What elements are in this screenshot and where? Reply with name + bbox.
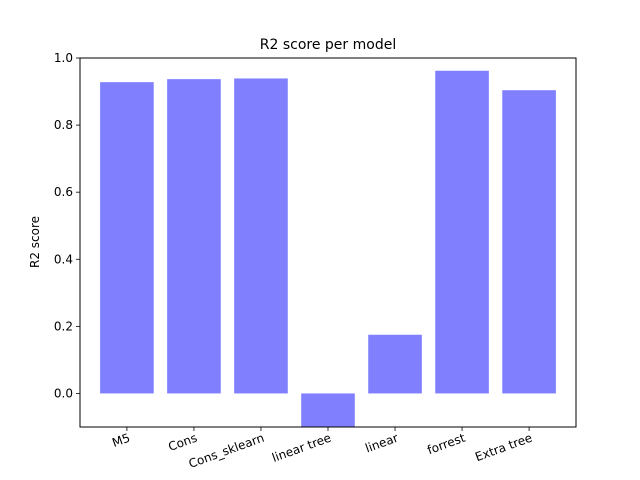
y-axis-label: R2 score — [28, 216, 42, 268]
x-tick-label: M5 — [110, 431, 132, 450]
bar-cons — [167, 79, 221, 394]
y-tick-label: 0.8 — [54, 118, 73, 132]
y-tick-label: 0.0 — [54, 386, 73, 400]
x-tick-label: linear — [363, 431, 400, 456]
x-tick-label: Extra tree — [473, 431, 534, 465]
y-tick-label: 0.4 — [54, 252, 73, 266]
x-tick-label: Cons_sklearn — [187, 431, 266, 471]
x-tick-label: Cons — [166, 431, 199, 454]
y-tick-label: 0.2 — [54, 319, 73, 333]
axes-frame — [79, 57, 577, 428]
x-tick-label: linear tree — [270, 431, 333, 465]
bar-m5 — [100, 82, 154, 394]
y-tick-label: 1.0 — [54, 51, 73, 65]
bar-linear — [368, 334, 422, 394]
bar-cons-sklearn — [234, 78, 288, 394]
bar-extra-tree — [502, 90, 556, 394]
bars-group — [100, 70, 556, 427]
bar-linear-tree — [301, 393, 355, 427]
bar-forrest — [435, 70, 489, 394]
x-tick-label: forrest — [425, 431, 467, 458]
y-axis-ticks: 0.0 0.2 0.4 0.6 0.8 1.0 — [54, 51, 80, 400]
y-tick-label: 0.6 — [54, 185, 73, 199]
chart-title: R2 score per model — [260, 37, 396, 53]
